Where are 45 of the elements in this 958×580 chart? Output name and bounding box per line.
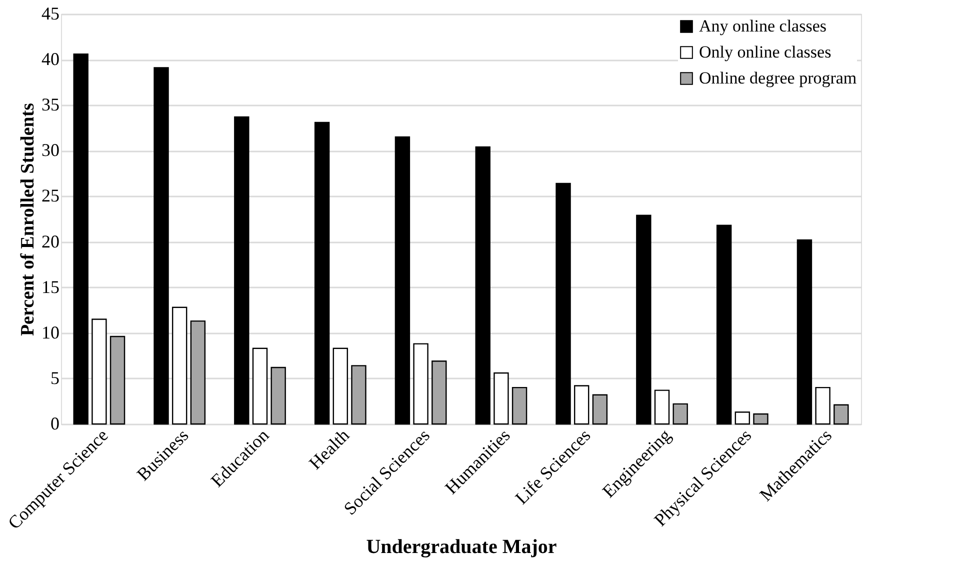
y-tick-label: 30 [42, 140, 60, 160]
bar [796, 239, 812, 425]
bar [332, 348, 348, 425]
bar [753, 413, 768, 425]
y-tick-label: 0 [50, 414, 60, 434]
bar [110, 336, 126, 425]
y-tick-label: 5 [50, 368, 60, 388]
bar [475, 146, 490, 425]
bar [834, 404, 849, 425]
bar [154, 67, 169, 425]
legend-label: Online degree program [699, 68, 857, 88]
legend-label: Any online classes [699, 16, 826, 36]
y-tick-label: 25 [42, 186, 60, 206]
bar [654, 390, 670, 425]
bar [574, 385, 590, 425]
bar [512, 386, 528, 425]
bar [636, 214, 652, 425]
bar [314, 122, 330, 425]
bar [734, 412, 750, 425]
bar [270, 366, 286, 425]
legend-label: Only online classes [699, 42, 832, 62]
bar [73, 53, 88, 425]
y-tick-label: 10 [42, 322, 60, 342]
bar [672, 403, 688, 425]
y-tick-label: 20 [42, 231, 60, 252]
bar [172, 306, 188, 425]
bar [432, 360, 447, 425]
y-tick-label: 40 [42, 49, 60, 70]
bar [815, 386, 830, 425]
x-axis-title: Undergraduate Major [366, 536, 557, 558]
bar [494, 372, 509, 425]
bar [394, 136, 410, 425]
y-axis-title: Percent of Enrolled Students [18, 102, 38, 336]
y-tick-label: 45 [42, 4, 60, 24]
bar [234, 116, 250, 425]
bar [92, 318, 107, 425]
y-tick-label: 35 [42, 94, 60, 115]
bar [592, 394, 608, 425]
bar [190, 320, 206, 425]
bar [413, 343, 428, 425]
bar [252, 348, 268, 425]
bar [716, 224, 732, 425]
y-tick-label: 15 [42, 276, 60, 297]
bar [351, 365, 366, 425]
bar [556, 182, 571, 425]
